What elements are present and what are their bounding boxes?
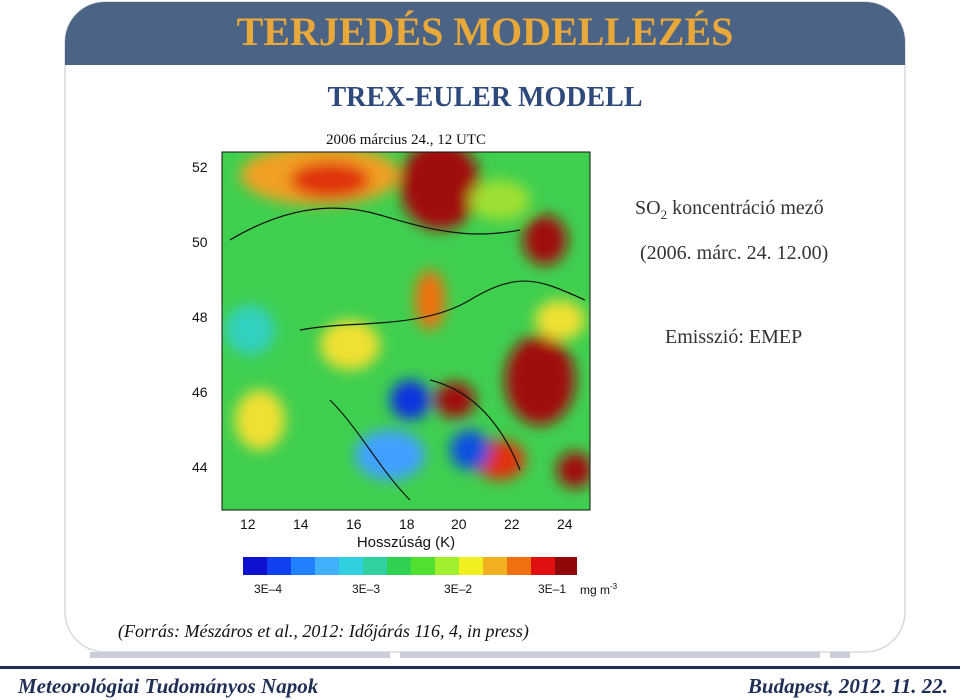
footer-left: Meteorológiai Tudományos Napok (18, 674, 319, 698)
date-note: (2006. márc. 24. 12.00) (640, 242, 829, 264)
figure-title: 2006 március 24., 12 UTC (326, 132, 486, 148)
lat-label: 52 (192, 159, 208, 175)
unit-exp: -3 (610, 582, 618, 591)
field-suffix: koncentráció mező (667, 197, 824, 219)
colorbar (243, 557, 577, 575)
footer-rule (0, 666, 960, 669)
stripe (400, 652, 820, 658)
lon-label: 14 (293, 516, 309, 532)
map-frame (221, 151, 591, 511)
unit: mg m (580, 583, 610, 597)
colorbar-label: 3E–1 (538, 582, 567, 596)
lon-label: 24 (557, 516, 573, 532)
colorbar-label: 3E–3 (352, 582, 381, 596)
lon-label: 20 (451, 516, 467, 532)
lat-label: 44 (192, 459, 208, 475)
field-sub: 2 (660, 207, 668, 222)
colorbar-unit: mg m-3 (580, 582, 617, 597)
source: (Forrás: Mészáros et al., 2012: Időjárás… (118, 621, 529, 641)
field-note: SO2 koncentráció mező (635, 197, 824, 223)
colorbar-label: 3E–2 (444, 582, 473, 596)
lon-label: 22 (504, 516, 520, 532)
lon-label: 18 (399, 516, 415, 532)
lat-label: 46 (192, 384, 208, 400)
footer-right: Budapest, 2012. 11. 22. (747, 674, 948, 698)
lat-label: 50 (192, 234, 208, 250)
stripe (90, 652, 390, 658)
lat-label: 48 (192, 309, 208, 325)
lon-label: 12 (240, 516, 256, 532)
subtitle: TREX-EULER MODELL (327, 82, 643, 113)
emission-note: Emisszió: EMEP (665, 326, 803, 348)
field-prefix: SO (635, 197, 661, 219)
x-axis-label: Hosszúság (K) (356, 534, 456, 551)
slide-title: TERJEDÉS MODELLEZÉS (236, 9, 734, 54)
map (222, 152, 590, 510)
stripe (830, 652, 850, 658)
colorbar-label: 3E–4 (254, 582, 283, 596)
lon-label: 16 (346, 516, 362, 532)
header-bar (65, 2, 905, 65)
